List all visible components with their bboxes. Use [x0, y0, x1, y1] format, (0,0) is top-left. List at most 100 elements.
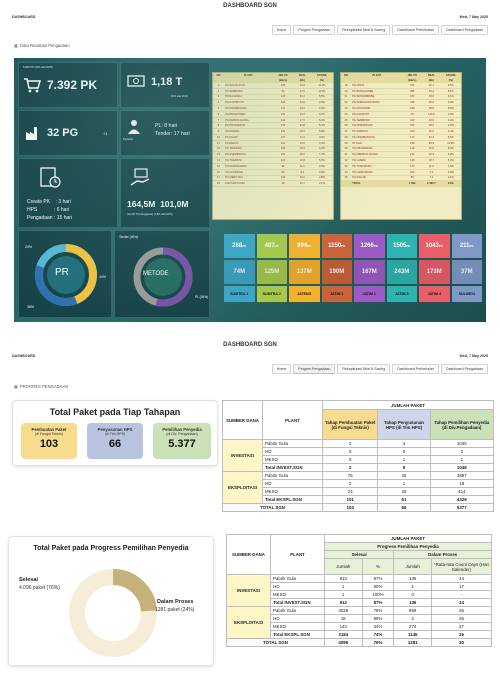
calendar-icon: ▦	[14, 43, 18, 48]
table-cell: 8,4%	[310, 117, 333, 124]
table-cell: 8	[213, 122, 225, 130]
subtotal-label: Total INVEST.SGN	[270, 598, 325, 607]
table-cell: 4,0%	[310, 105, 333, 112]
table-subheader: (Baris) (Bn) (%)	[213, 78, 333, 83]
region-value-cell: 190M	[321, 260, 352, 284]
stage-sub: (di Div. Pengadaan)	[166, 432, 198, 436]
region-pk-value: 268	[232, 243, 243, 249]
table-cell: 4,2%	[310, 146, 333, 153]
table-cell: 24	[341, 111, 352, 118]
table-cell: 190	[402, 105, 423, 112]
table-cell: 101	[272, 151, 294, 159]
table-cell: PG SEMBORO	[351, 117, 403, 124]
plant-cell: Pabrik Gula	[270, 606, 325, 615]
table-cell: 0	[393, 590, 432, 599]
table-cell: 0	[321, 447, 379, 456]
table-cell: 181	[402, 83, 423, 89]
table-cell: PG TOERSINI	[224, 157, 273, 164]
col-sumber-dana: SUMBER DANA	[226, 534, 271, 575]
table-cell: 34	[341, 169, 352, 176]
table-cell: 101	[321, 495, 379, 504]
dalam-proses-label: Dalam Proses	[157, 599, 194, 605]
tab-dashboard-perbekalan[interactable]: Dashboard Perbekalan	[392, 25, 440, 35]
col-sumber-dana: SUMBER DANA	[222, 400, 263, 440]
plant-table: NO PLANT JML PK REAL SAVING (Baris) (Bn)…	[341, 73, 461, 188]
table-cell: 7,0	[422, 169, 441, 176]
plant-cell: HO	[270, 614, 325, 623]
donut-slice-dalam-proses	[69, 569, 157, 657]
table-cell: PG BUNGAIJOBE	[351, 88, 403, 95]
total-label: TOTAL SGN	[222, 503, 323, 512]
table-cell: 11,0%	[310, 83, 333, 89]
table-cell: 15	[213, 163, 225, 170]
dashboard-label-2: DASHBOARD	[12, 354, 36, 358]
table-row: 35 PG KALIJIE 88 7,1 2,1%	[341, 175, 461, 182]
table-row: 23 PG MOJOSARI 190 38,8 5,8%	[341, 105, 461, 112]
tab-dashboard-perbekalan[interactable]: Dashboard Perbekalan	[392, 364, 440, 374]
plant-table-left: NO PLANT JML PK REAL SAVING (Baris) (Bn)…	[212, 72, 334, 220]
tab-home[interactable]: Home	[271, 25, 292, 35]
col-dalam-proses: Dalam Proses	[393, 550, 492, 559]
table-cell: 131	[272, 128, 294, 136]
tab-dashboard-pengadaan[interactable]: Dashboard Pengadaan	[441, 364, 488, 374]
col-no-sub	[341, 78, 352, 83]
table-row: 12 PG TRANGKIL 118 10,5 4,2%	[213, 146, 333, 153]
region-pk-cell: 1266 PK	[354, 234, 385, 258]
table-cell: 34%	[361, 622, 395, 631]
table-cell: 5,3%	[440, 157, 461, 164]
table-cell: PG KEBON AGUNG	[224, 117, 273, 124]
region-name-cell[interactable]: JATIM 2	[354, 286, 385, 302]
table-cell: 6	[213, 111, 225, 118]
table-cell: 21	[341, 94, 352, 101]
tab-rekapitulasi[interactable]: Rekapitulasi Nilai & Saving	[337, 364, 391, 374]
table-row: 18 KANTOR PUSAT 38 10,7 2,1%	[213, 180, 333, 188]
progress-donut-chart	[69, 569, 157, 657]
table-cell: 113	[272, 99, 294, 107]
table-cell: 2,8%	[440, 169, 461, 176]
tab-progres-pengadaan[interactable]: Progres Pengadaan	[293, 364, 336, 374]
region-name-cell[interactable]: SUMTRA 1	[224, 286, 255, 302]
tab-progres-pengadaan[interactable]: Progres Pengadaan	[293, 25, 336, 35]
table-cell: 2,6%	[440, 163, 461, 170]
region-name-cell[interactable]: JATENG	[289, 286, 320, 302]
region-name-cell[interactable]: JATIM 1	[321, 286, 352, 302]
region-name-cell[interactable]: SUMTRA 2	[256, 286, 287, 302]
table-cell: 38,8	[422, 105, 441, 112]
table-cell: 7	[213, 117, 225, 124]
table-cell: 5	[213, 105, 225, 112]
table-cell: 869	[393, 606, 432, 615]
tab-home[interactable]: Home	[271, 364, 292, 374]
table-cell: 86	[272, 169, 294, 176]
table-cell: 910	[324, 574, 363, 583]
table-cell: 27	[431, 622, 492, 631]
table-cell: PG NGIMBANGOG	[351, 134, 403, 141]
table-row: 5 PG KREMBOONG 172 14,0 4,0%	[213, 105, 333, 112]
nav-tabs: Home Progres Pengadaan Rekapitulasi Nila…	[0, 25, 500, 35]
tab-dashboard-pengadaan[interactable]: Dashboard Pengadaan	[441, 25, 488, 35]
table-cell: 19	[341, 83, 352, 89]
plant-cell: MKSO	[270, 622, 325, 631]
table-cell: 1048	[429, 463, 495, 472]
factory-icon	[26, 127, 37, 140]
table-cell: 13,2	[293, 111, 311, 118]
table-cell: 13,5	[293, 128, 311, 136]
table-cell: 11,0	[422, 163, 441, 170]
table-cell: 40,4	[422, 134, 441, 141]
tab-rekapitulasi[interactable]: Rekapitulasi Nilai & Saving	[337, 25, 391, 35]
table-cell: 6,6%	[440, 134, 461, 141]
table-cell: 11,0	[293, 163, 311, 170]
col-jml-pk: JML PK	[402, 73, 423, 78]
metode-card: METODE Tender (46%) PL (54%)	[114, 230, 210, 318]
table-cell: 88	[402, 175, 423, 182]
pr-pct-20: 20%	[25, 245, 33, 249]
region-name-cell[interactable]: JATIM 3	[386, 286, 417, 302]
region-name-cell[interactable]: SULWESI	[451, 286, 482, 302]
table-cell: 127	[272, 134, 294, 141]
progress-table: SUMBER DANA PLANT JUMLAH PAKET Progress …	[226, 534, 492, 647]
table-cell: 133	[402, 151, 423, 159]
col-hps: Tahap Penyusunan HPS (di Tim HPS)	[377, 409, 431, 440]
table-row: 4 PG DJATIROTO 113 23,0 3,0%	[213, 99, 333, 107]
region-name-cell[interactable]: JATIM 4	[419, 286, 450, 302]
tender-line: Tender: 17 hari	[155, 131, 190, 137]
table-cell: 1	[377, 479, 431, 488]
